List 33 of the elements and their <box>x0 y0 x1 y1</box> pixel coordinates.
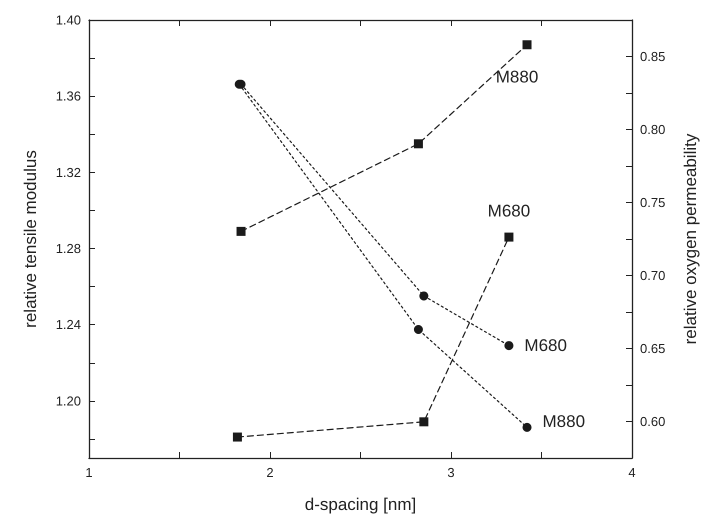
y-tick-label: 1.28 <box>56 241 81 256</box>
series-label: M680 <box>488 202 530 221</box>
x-tick-label: 4 <box>628 465 636 480</box>
y2-tick-label: 0.65 <box>640 341 666 356</box>
y2-tick-label: 0.80 <box>640 122 666 137</box>
y2-tick-label: 0.70 <box>640 268 666 283</box>
point <box>522 40 532 50</box>
point <box>232 432 242 442</box>
point <box>419 291 428 300</box>
series-label: M880 <box>542 412 586 431</box>
point <box>414 139 423 148</box>
y2-tick-label: 0.60 <box>640 414 666 429</box>
y-tick-label: 1.32 <box>56 164 81 180</box>
y2-axis-title: relative oxygen permeability <box>681 133 700 344</box>
y-tick-label: 1.20 <box>56 393 81 408</box>
x-tick-label: 2 <box>266 465 274 480</box>
x-axis-title: d-spacing [nm] <box>304 495 416 514</box>
y2-tick-label: 0.75 <box>640 195 666 210</box>
series-label: M680 <box>524 336 567 356</box>
point <box>414 325 423 334</box>
series-label: M880 <box>496 67 538 86</box>
point <box>504 232 514 242</box>
y-tick-label: 1.24 <box>56 317 81 332</box>
point <box>419 417 428 426</box>
point <box>236 226 246 236</box>
y-tick-label: 1.36 <box>56 88 81 104</box>
point <box>504 341 514 350</box>
point <box>522 422 532 432</box>
y-tick-label: 1.40 <box>56 12 81 28</box>
y-axis-title: relative tensile modulus <box>21 150 40 328</box>
y2-tick-label: 0.85 <box>640 49 666 64</box>
x-tick-label: 3 <box>447 465 455 480</box>
x-tick-label: 1 <box>85 465 93 480</box>
